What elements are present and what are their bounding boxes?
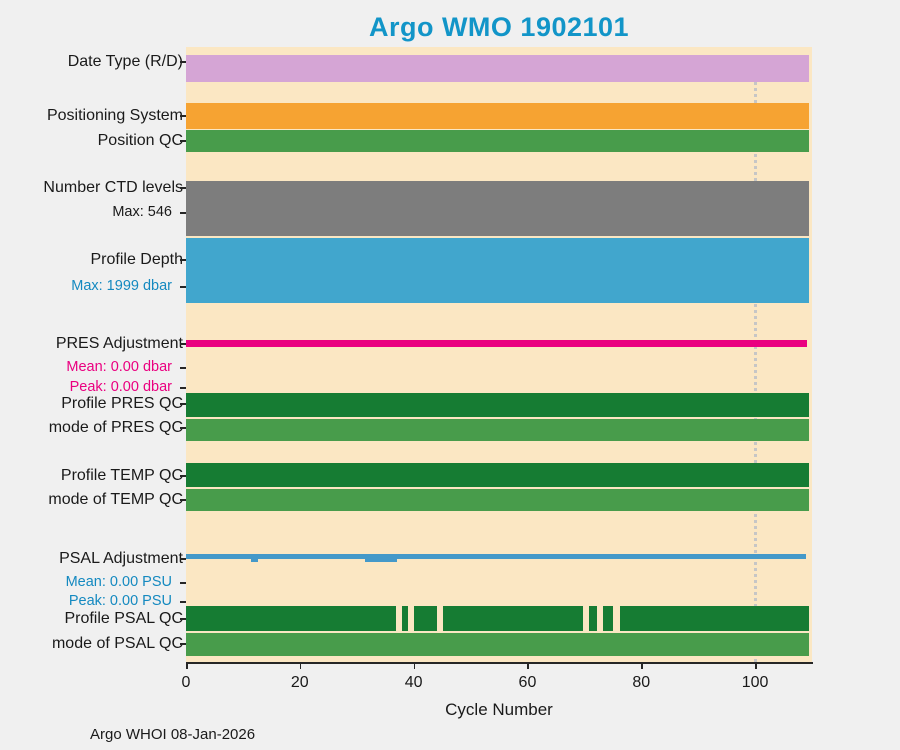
number-ctd-levels-tick	[180, 187, 186, 189]
profile-psal-qc-data-gap	[407, 606, 414, 631]
positioning-system-bar	[186, 103, 810, 129]
profile-temp-qc-tick	[180, 475, 186, 477]
psal-adjustment-tick	[180, 558, 186, 560]
profile-psal-qc-data-gap	[395, 606, 403, 631]
profile-psal-qc-tick	[180, 618, 186, 620]
chart-title: Argo WMO 1902101	[368, 12, 630, 42]
profile-temp-qc-label: Profile TEMP QC	[60, 467, 183, 484]
psal-adjustment-sublabel: Mean: 0.00 PSU	[65, 574, 172, 590]
profile-psal-qc-data-gap	[436, 606, 444, 631]
profile-psal-qc-label: Profile PSAL QC	[64, 610, 183, 627]
psal-adjustment-sublabel-tick	[180, 582, 186, 584]
footer-credit: Argo WHOI 08-Jan-2026	[90, 726, 256, 743]
pres-adjustment-tick	[180, 343, 186, 345]
pres-adjustment-bar	[186, 340, 808, 347]
pres-adjustment-label: PRES Adjustment	[55, 335, 183, 352]
profile-psal-qc-data-gap	[583, 606, 589, 631]
profile-pres-qc-bar	[186, 393, 810, 417]
profile-temp-qc-bar	[186, 463, 810, 487]
position-qc-bar	[186, 130, 810, 152]
pres-adjustment-sublabel: Peak: 0.00 dbar	[69, 379, 172, 395]
profile-depth-bar	[186, 238, 810, 303]
mode-of-temp-qc-bar	[186, 489, 810, 511]
mode-of-psal-qc-bar	[186, 633, 810, 656]
date-type-tick	[180, 61, 186, 63]
x-tick-label-0: 0	[181, 674, 191, 691]
pres-adjustment-sublabel-tick	[180, 387, 186, 389]
positioning-system-label: Positioning System	[46, 107, 183, 124]
profile-depth-label: Profile Depth	[90, 251, 184, 268]
number-ctd-levels-label: Number CTD levels	[43, 179, 183, 196]
number-ctd-levels-sublabel: Max: 546	[112, 204, 172, 220]
profile-depth-tick	[180, 259, 186, 261]
plot-area	[186, 47, 812, 662]
psal-adjustment-sublabel: Peak: 0.00 PSU	[68, 593, 172, 609]
number-ctd-levels-sublabel-tick	[180, 212, 186, 214]
psal-adjustment-deviation	[251, 557, 258, 562]
x-tick-20	[299, 663, 302, 669]
position-qc-tick	[180, 140, 186, 142]
positioning-system-tick	[180, 115, 186, 117]
mode-of-temp-qc-label: mode of TEMP QC	[48, 491, 183, 508]
x-tick-80	[641, 663, 643, 669]
number-ctd-levels-bar	[186, 181, 810, 236]
mode-of-pres-qc-bar	[186, 419, 810, 441]
profile-psal-qc-data-gap	[596, 606, 603, 631]
profile-psal-qc-data-gap	[612, 606, 620, 631]
profile-psal-qc-bar	[186, 606, 810, 631]
mode-of-temp-qc-tick	[180, 499, 186, 501]
x-tick-100	[755, 663, 757, 669]
psal-adjustment-sublabel-tick	[180, 601, 186, 603]
x-tick-label-100: 100	[741, 674, 769, 691]
profile-depth-sublabel: Max: 1999 dbar	[71, 278, 172, 294]
position-qc-label: Position QC	[97, 132, 183, 149]
mode-of-pres-qc-label: mode of PRES QC	[48, 419, 183, 436]
pres-adjustment-sublabel: Mean: 0.00 dbar	[66, 359, 172, 375]
psal-adjustment-label: PSAL Adjustment	[59, 550, 183, 567]
date-type-label: Date Type (R/D)	[67, 53, 183, 70]
x-tick-0	[186, 663, 188, 669]
psal-adjustment-bar	[186, 554, 807, 559]
mode-of-psal-qc-label: mode of PSAL QC	[51, 635, 183, 652]
x-tick-label-80: 80	[632, 674, 651, 691]
cycle-100-reference-line	[754, 57, 758, 662]
x-axis-title: Cycle Number	[445, 700, 553, 719]
x-axis-line	[186, 662, 813, 664]
profile-pres-qc-label: Profile PRES QC	[61, 395, 183, 412]
pres-adjustment-sublabel-tick	[180, 367, 186, 369]
x-tick-40	[413, 663, 416, 669]
profile-pres-qc-tick	[180, 403, 186, 405]
date-type-bar	[186, 55, 810, 82]
mode-of-pres-qc-tick	[180, 427, 186, 429]
x-tick-60	[527, 663, 529, 669]
profile-depth-sublabel-tick	[180, 286, 186, 288]
x-tick-label-60: 60	[518, 674, 537, 691]
x-tick-label-20: 20	[290, 674, 309, 691]
x-tick-label-40: 40	[404, 674, 423, 691]
psal-adjustment-deviation	[365, 557, 397, 562]
mode-of-psal-qc-tick	[180, 643, 186, 645]
